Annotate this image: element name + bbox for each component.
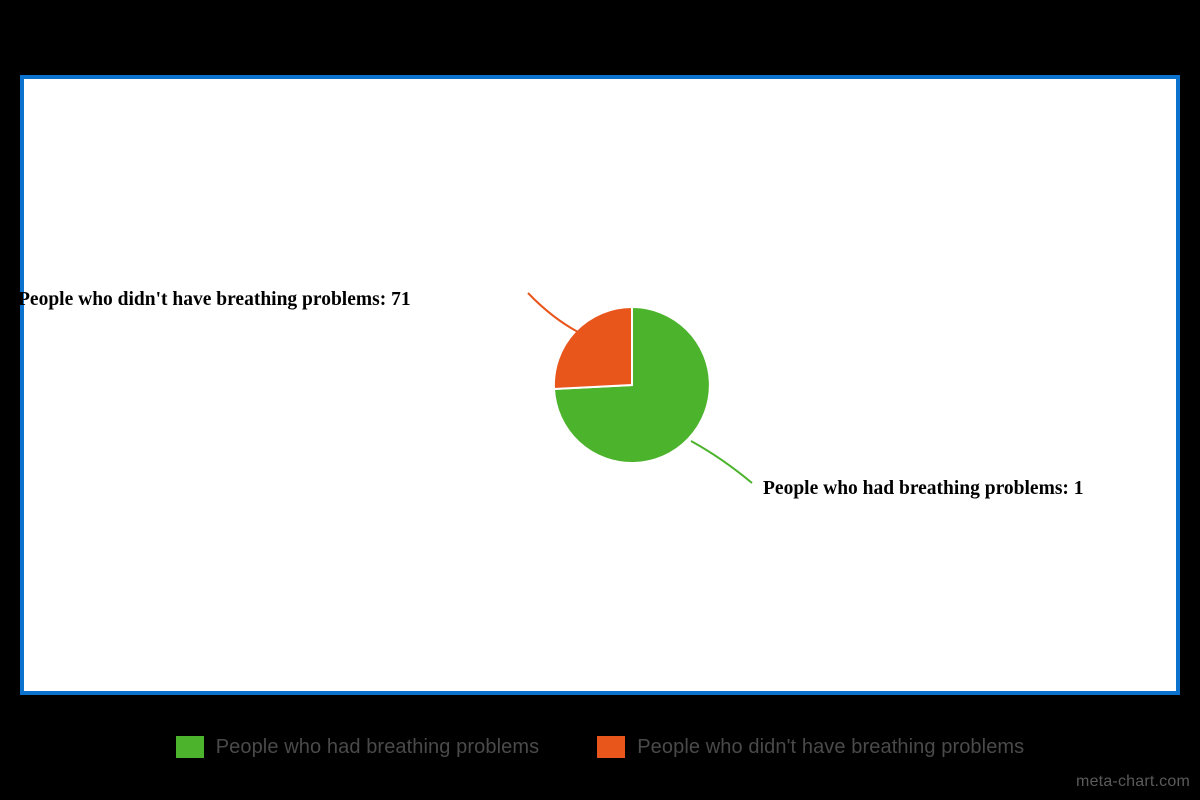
leader-line-had-breathing-problems	[690, 440, 753, 484]
slice-label-didnt-have-breathing-problems: People who didn't have breathing problem…	[18, 289, 411, 310]
legend-item-didnt-have-breathing-problems[interactable]: People who didn't have breathing problem…	[597, 736, 1024, 759]
pie-slice-didnt-have-breathing-problems[interactable]	[552, 305, 633, 391]
meta-chart-watermark: meta-chart.com	[1076, 773, 1190, 790]
legend-swatch-green	[175, 736, 204, 758]
legend-label-didnt-have-breathing-problems: People who didn't have breathing problem…	[637, 735, 1025, 758]
legend-item-had-breathing-problems[interactable]: People who had breathing problems	[175, 735, 540, 759]
legend-label-had-breathing-problems: People who had breathing problems	[215, 735, 540, 758]
legend-swatch-orange	[597, 736, 626, 758]
pie-slice-had-breathing-problems[interactable]	[552, 305, 711, 464]
leader-line-didnt-have-breathing-problems	[527, 292, 579, 333]
slice-label-had-breathing-problems: People who had breathing problems: 1	[763, 478, 1084, 499]
chart-legend: People who had breathing problems People…	[0, 727, 1200, 767]
